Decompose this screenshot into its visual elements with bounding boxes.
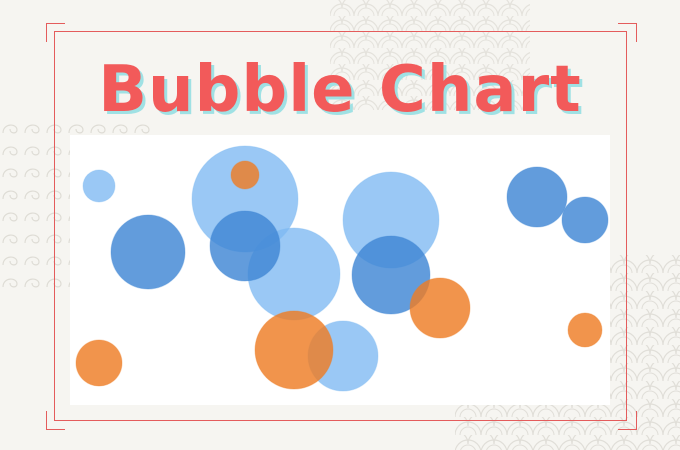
decorative-wave-pattern-top	[330, 0, 530, 110]
bubble-orange-3	[254, 310, 334, 390]
chart-panel	[70, 135, 610, 405]
page-title: Bubble Chart	[98, 53, 582, 127]
bubble-dark-blue-4	[506, 166, 568, 228]
bubble-dark-blue-2	[209, 210, 281, 282]
bubble-orange-5	[567, 312, 603, 348]
bubble-chart	[75, 145, 609, 392]
bubble-dark-blue-5	[561, 196, 609, 244]
frame-line-top	[54, 31, 627, 32]
frame-line-right	[626, 31, 627, 421]
bubble-orange-4	[75, 339, 123, 387]
frame-line-left	[54, 31, 55, 421]
frame-corner-bottom-left	[46, 411, 65, 430]
frame-corner-top-right	[618, 23, 637, 42]
bubble-orange-1	[230, 160, 260, 190]
frame-corner-bottom-right	[618, 411, 637, 430]
frame-line-bottom	[54, 420, 627, 421]
bubble-dark-blue-1	[110, 214, 186, 290]
bubble-dark-blue-3	[351, 235, 431, 315]
bubble-orange-2	[409, 277, 471, 339]
bubble-light-blue-1	[82, 169, 116, 203]
frame-corner-top-left	[46, 23, 65, 42]
